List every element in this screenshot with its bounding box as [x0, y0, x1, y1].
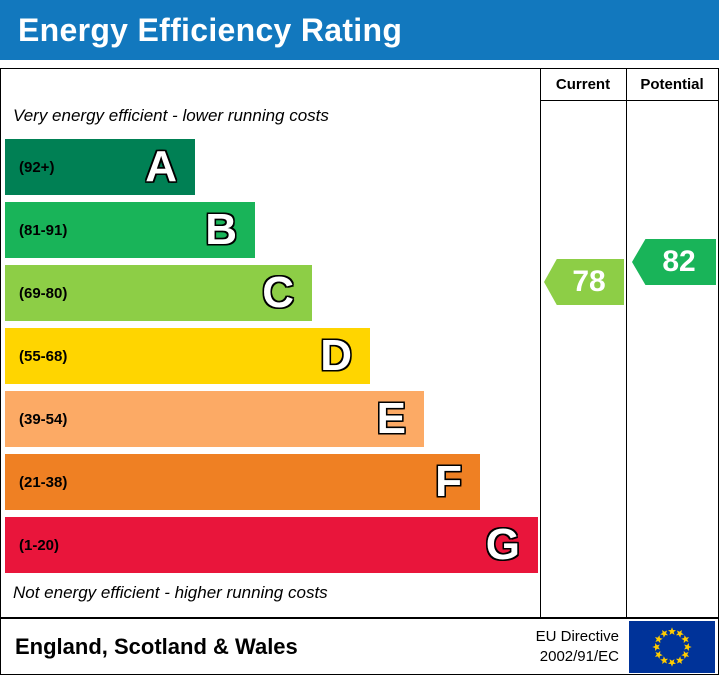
eu-directive-label: EU Directive 2002/91/EC [536, 627, 619, 666]
band-range-label: (55-68) [19, 347, 68, 365]
band-letter: B [205, 205, 237, 254]
potential-rating-arrow: 82 [632, 239, 716, 285]
band-letter: A [145, 142, 177, 191]
band-letter: G [485, 520, 520, 569]
band-letter: F [435, 457, 462, 506]
band-row-a: (92+) A [5, 139, 195, 195]
footer-region-label: England, Scotland & Wales [15, 633, 298, 659]
band-row-f: (21-38) F [5, 454, 480, 510]
band-letter: C [262, 268, 294, 317]
eu-directive-line2: 2002/91/EC [539, 647, 619, 665]
current-rating-arrow: 78 [544, 259, 624, 305]
potential-column-divider [626, 69, 627, 617]
band-range-label: (39-54) [19, 410, 68, 428]
band-range-label: (21-38) [19, 473, 68, 491]
band-letter: E [376, 394, 406, 443]
band-row-c: (69-80) C [5, 265, 312, 321]
column-header-potential: Potential [626, 69, 718, 101]
band-range-label: (92+) [19, 158, 55, 176]
eu-directive-line1: EU Directive [535, 628, 619, 645]
band-letter: D [320, 331, 352, 380]
rating-bands: (92+) A (81-91) B (69-80) C (55-68) D (3… [5, 139, 538, 580]
band-range-label: (69-80) [19, 284, 68, 302]
band-row-e: (39-54) E [5, 391, 424, 447]
band-range-label: (1-20) [19, 536, 60, 554]
footer-bar: England, Scotland & Wales EU Directive 2… [0, 618, 719, 675]
page-title: Energy Efficiency Rating [18, 11, 403, 48]
top-note: Very energy efficient - lower running co… [13, 106, 329, 125]
eu-flag-icon [629, 620, 715, 673]
energy-rating-chart: Current Potential Very energy efficient … [0, 68, 719, 618]
band-range-label: (81-91) [19, 221, 68, 239]
band-row-d: (55-68) D [5, 328, 370, 384]
band-row-g: (1-20) G [5, 517, 538, 573]
column-header-current: Current [540, 69, 626, 101]
current-column-divider [540, 69, 541, 617]
bottom-note: Not energy efficient - higher running co… [13, 583, 328, 602]
header-banner: Energy Efficiency Rating [0, 0, 719, 60]
band-row-b: (81-91) B [5, 202, 255, 258]
